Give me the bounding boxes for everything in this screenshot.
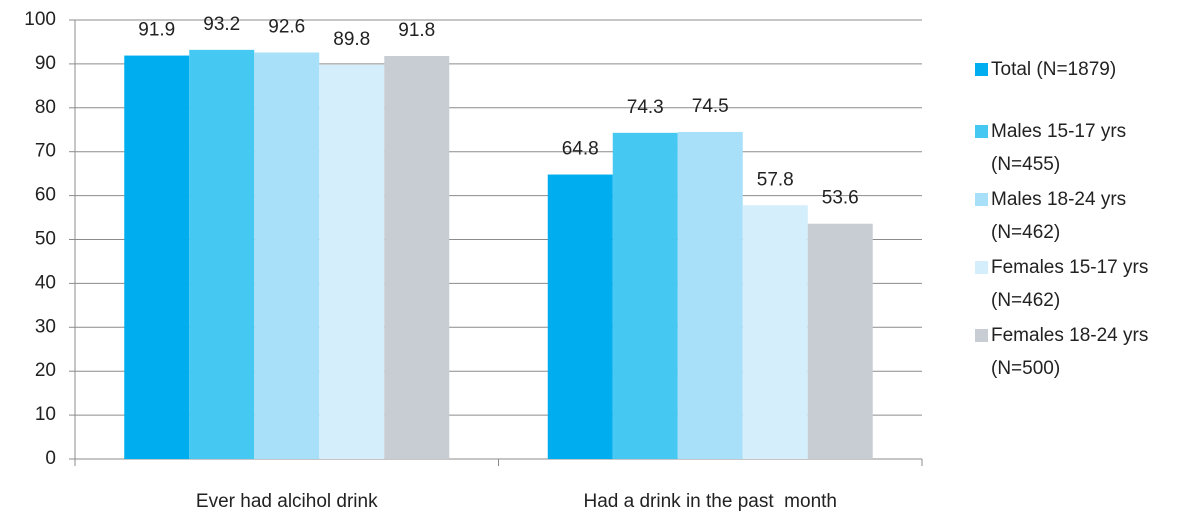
y-tick-label: 60 xyxy=(35,185,56,206)
y-tick-label: 50 xyxy=(35,229,56,250)
x-tick-label: Ever had alcihol drink xyxy=(196,491,378,512)
legend-item: Total (N=1879) xyxy=(975,53,1189,86)
legend-swatch xyxy=(975,261,988,274)
legend-swatch xyxy=(975,125,988,138)
y-tick-label: 90 xyxy=(35,53,56,74)
legend-label: Total (N=1879) xyxy=(991,59,1117,80)
bar xyxy=(547,174,613,459)
legend-item: Males 15-17 yrs (N=455) xyxy=(975,115,1189,181)
bar xyxy=(384,55,450,460)
bar xyxy=(807,223,873,459)
bar xyxy=(254,52,320,460)
legend-label: Males 15-17 yrs (N=455) xyxy=(991,121,1127,175)
legend-swatch xyxy=(975,193,988,206)
value-label: 91.8 xyxy=(398,20,435,41)
y-tick-label: 100 xyxy=(24,9,56,30)
y-tick-label: 80 xyxy=(35,97,56,118)
legend-item: Females 15-17 yrs (N=462) xyxy=(975,251,1189,317)
y-tick-label: 70 xyxy=(35,141,56,162)
bar xyxy=(612,132,678,459)
legend-swatch xyxy=(975,329,988,342)
value-label: 93.2 xyxy=(203,14,240,35)
bar xyxy=(124,55,190,460)
legend-label: Females 15-17 yrs (N=462) xyxy=(991,257,1149,311)
value-label: 91.9 xyxy=(138,20,175,41)
y-tick-label: 0 xyxy=(45,448,56,469)
x-tick-label: Had a drink in the past month xyxy=(584,491,837,512)
value-label: 92.6 xyxy=(268,17,305,38)
y-tick-label: 10 xyxy=(35,404,56,425)
y-tick-label: 30 xyxy=(35,316,56,337)
legend-swatch xyxy=(975,63,988,76)
value-label: 53.6 xyxy=(822,188,859,209)
legend-label: Males 18-24 yrs (N=462) xyxy=(991,189,1127,243)
bar xyxy=(677,131,743,459)
bar xyxy=(189,49,255,460)
bar xyxy=(319,64,385,459)
value-label: 64.8 xyxy=(562,139,599,160)
value-label: 74.3 xyxy=(627,97,664,118)
bar xyxy=(742,205,808,459)
legend-item: Females 18-24 yrs (N=500) xyxy=(975,319,1189,385)
value-label: 89.8 xyxy=(333,29,370,50)
value-label: 57.8 xyxy=(757,169,794,190)
legend-item: Males 18-24 yrs (N=462) xyxy=(975,183,1189,249)
value-label: 74.5 xyxy=(692,96,729,117)
legend-label: Females 18-24 yrs (N=500) xyxy=(991,325,1149,379)
y-tick-label: 20 xyxy=(35,360,56,381)
y-tick-label: 40 xyxy=(35,272,56,293)
